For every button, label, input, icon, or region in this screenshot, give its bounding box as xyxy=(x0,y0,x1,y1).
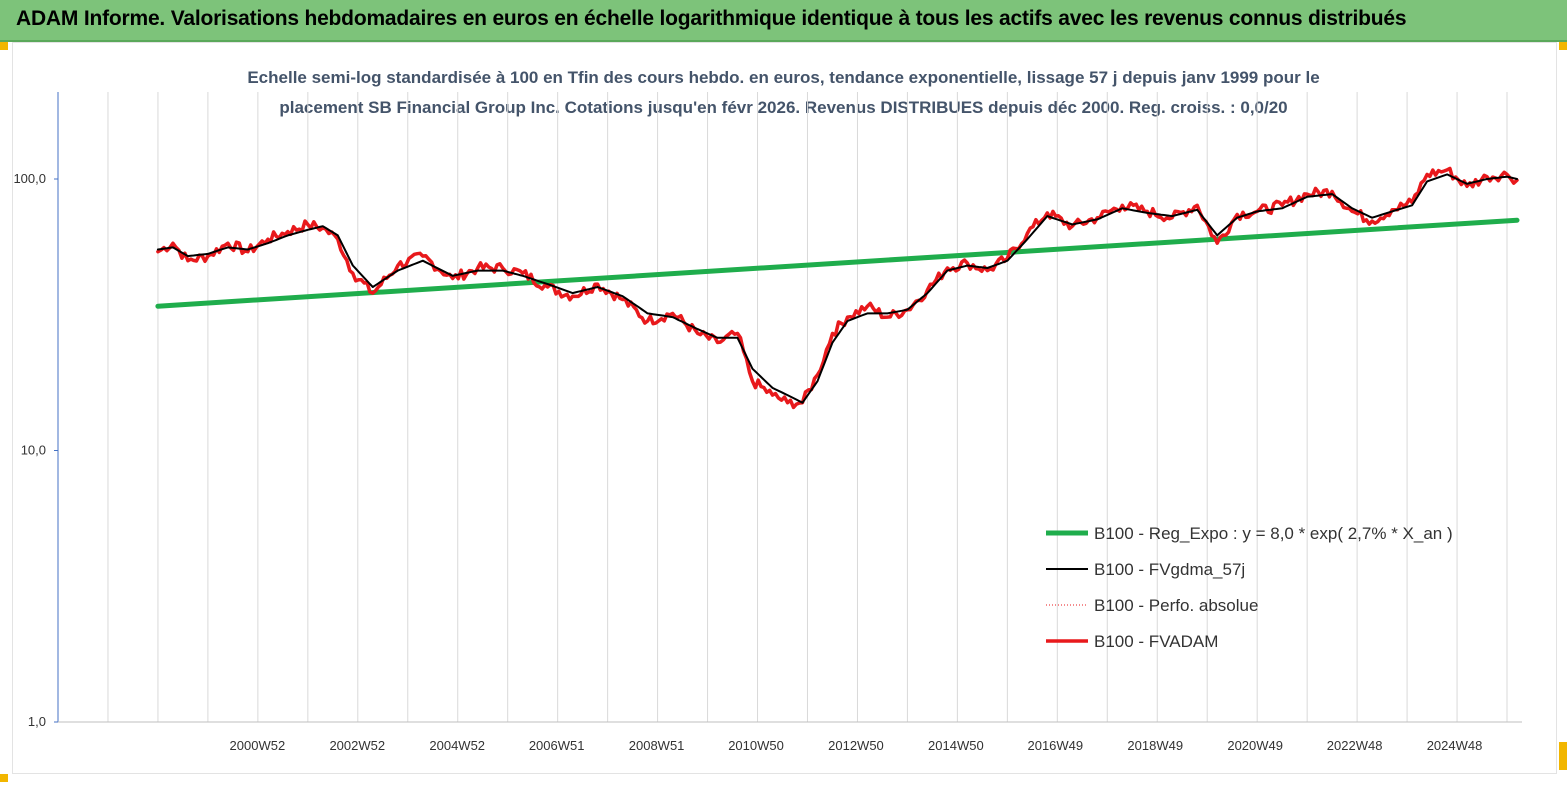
x-tick-label: 2010W50 xyxy=(728,738,784,753)
series-line-4 xyxy=(156,166,1519,410)
corner-marker xyxy=(0,774,8,782)
x-tick-label: 2012W50 xyxy=(828,738,884,753)
legend-label-2: B100 - FVgdma_57j xyxy=(1094,560,1245,579)
y-tick-label: 1,0 xyxy=(28,714,46,729)
x-tick-label: 2016W49 xyxy=(1027,738,1083,753)
x-tick-label: 2022W48 xyxy=(1327,738,1383,753)
x-tick-label: 2018W49 xyxy=(1127,738,1183,753)
chart-title-line1: Echelle semi-log standardisée à 100 en T… xyxy=(247,68,1320,87)
series-line-1 xyxy=(155,217,1520,309)
y-tick-label: 100,0 xyxy=(13,171,46,186)
legend-label-4: B100 - FVADAM xyxy=(1094,632,1218,651)
grid-layer xyxy=(57,92,1508,722)
corner-marker xyxy=(1559,42,1567,50)
report-banner: ADAM Informe. Valorisations hebdomadaire… xyxy=(0,0,1567,42)
x-tick-label: 2024W48 xyxy=(1427,738,1483,753)
corner-marker xyxy=(0,42,8,50)
report-title: ADAM Informe. Valorisations hebdomadaire… xyxy=(16,7,1407,30)
series-line-3 xyxy=(157,167,1518,408)
legend-label-1: B100 - Reg_Expo : y = 8,0 * exp( 2,7% * … xyxy=(1094,524,1453,543)
series-line-2 xyxy=(156,173,1518,404)
corner-marker xyxy=(1559,742,1567,770)
axis-layer: 100,0 10,0 1,0 2000W52 2002W52 2004W52 2006W51… xyxy=(13,92,1522,753)
x-tick-label: 2008W51 xyxy=(629,738,685,753)
x-tick-label: 2000W52 xyxy=(230,738,286,753)
x-tick-label: 2020W49 xyxy=(1227,738,1283,753)
y-tick-label: 10,0 xyxy=(21,443,46,458)
chart-frame xyxy=(12,42,1557,774)
series-layer xyxy=(155,166,1520,410)
x-tick-label: 2002W52 xyxy=(329,738,385,753)
x-tick-label: 2006W51 xyxy=(529,738,585,753)
legend-label-3: B100 - Perfo. absolue xyxy=(1094,596,1258,615)
chart-title-line2: placement SB Financial Group Inc. Cotati… xyxy=(279,98,1288,117)
x-tick-label: 2014W50 xyxy=(928,738,984,753)
x-tick-label: 2004W52 xyxy=(429,738,485,753)
legend-layer: B100 - Reg_Expo : y = 8,0 * exp( 2,7% * … xyxy=(1046,524,1453,651)
